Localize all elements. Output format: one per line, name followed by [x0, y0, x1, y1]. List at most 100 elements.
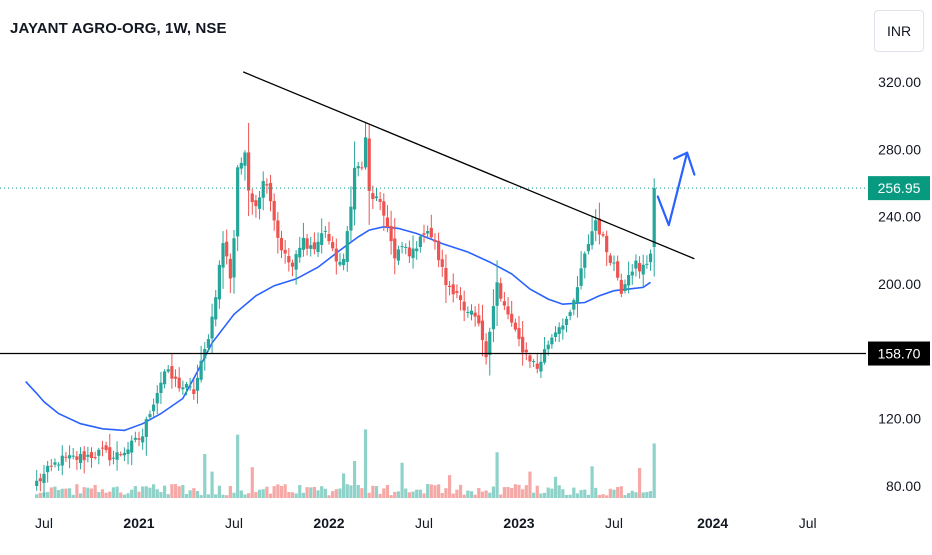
projection-arrow	[656, 151, 689, 227]
candle-body	[316, 241, 320, 252]
candle-body	[78, 453, 83, 464]
volume-bar	[119, 492, 123, 498]
candle-body	[480, 320, 485, 341]
currency-button[interactable]: INR	[874, 10, 924, 52]
candle-body	[426, 231, 430, 234]
volume-bar	[451, 493, 455, 498]
volume-bar	[648, 491, 653, 498]
candle-body	[250, 193, 254, 203]
price-axis: 80.00120.00160.00200.00240.00280.00320.0…	[866, 0, 932, 550]
volume-bar	[276, 484, 280, 498]
trend-line	[242, 71, 695, 260]
volume-bar	[206, 494, 211, 498]
volume-bars	[35, 429, 656, 498]
volume-bar	[440, 493, 444, 498]
volume-bar	[429, 484, 433, 498]
volume-bar	[57, 490, 61, 498]
volume-bar	[331, 491, 335, 498]
volume-bar	[199, 495, 203, 498]
volume-bar	[535, 485, 539, 498]
candle-body	[276, 220, 280, 238]
candle-body	[38, 478, 42, 482]
volume-bar	[513, 484, 517, 498]
volume-bar	[528, 471, 532, 498]
candle-body	[374, 196, 379, 199]
volume-bar	[616, 486, 620, 498]
candle-body	[104, 445, 108, 450]
price-tick-label: 120.00	[878, 411, 921, 427]
candle-body	[590, 231, 594, 246]
volume-bar	[619, 486, 623, 498]
candle-body	[122, 452, 126, 456]
candle-body	[162, 371, 167, 385]
candle-body	[352, 167, 357, 210]
volume-bar	[532, 492, 536, 498]
candle-body	[60, 455, 64, 466]
volume-bar	[162, 485, 167, 498]
candle-body	[188, 386, 192, 388]
volume-bar	[320, 486, 324, 498]
candle-body	[64, 456, 68, 458]
candle-body	[345, 231, 349, 262]
price-tick-label: 240.00	[878, 209, 921, 225]
time-tick-label: 2021	[123, 515, 154, 531]
candle-body	[301, 237, 306, 250]
volume-bar	[491, 486, 496, 498]
volume-bar	[279, 485, 284, 498]
volume-bar	[247, 493, 251, 498]
volume-bar	[342, 473, 346, 498]
candle-body	[42, 473, 46, 483]
candle-body	[477, 315, 481, 324]
volume-bar	[60, 488, 64, 498]
candle-body	[254, 200, 258, 207]
volume-bar	[236, 434, 240, 498]
candle-body	[393, 238, 397, 259]
volume-bar	[38, 492, 42, 498]
candle-body	[550, 337, 554, 345]
candle-body	[517, 328, 521, 340]
candle-body	[437, 240, 441, 261]
candle-body	[247, 152, 251, 191]
candle-body	[243, 152, 247, 166]
candle-body	[524, 349, 528, 353]
candle-body	[221, 243, 225, 268]
volume-bar	[228, 485, 232, 498]
volume-bar	[100, 489, 105, 498]
candle-body	[93, 457, 97, 459]
candle-body	[170, 366, 174, 379]
volume-bar	[192, 488, 196, 498]
volume-bar	[462, 494, 466, 498]
time-tick-label: Jul	[35, 515, 53, 531]
candle-body	[612, 262, 616, 264]
volume-bar	[524, 485, 528, 498]
volume-bar	[49, 487, 53, 498]
candle-body	[155, 393, 159, 404]
candle-body	[49, 465, 53, 467]
volume-bar	[111, 487, 116, 498]
price-axis-background	[866, 0, 932, 550]
volume-bar	[177, 486, 181, 498]
candle-body	[159, 382, 163, 394]
candle-body	[447, 285, 452, 288]
volume-bar	[550, 488, 554, 498]
price-tick-label: 80.00	[886, 478, 921, 494]
volume-bar	[287, 492, 291, 498]
volume-bar	[250, 467, 254, 498]
candle-body	[385, 217, 390, 228]
volume-bar	[517, 484, 521, 498]
volume-bar	[437, 484, 441, 498]
candle-body	[181, 387, 185, 390]
time-tick-label: 2022	[313, 515, 344, 531]
candle-body	[214, 297, 218, 320]
candle-body	[513, 322, 517, 330]
volume-bar	[97, 492, 101, 498]
candle-body	[400, 246, 404, 248]
volume-bar	[542, 492, 547, 498]
volume-bar	[422, 493, 426, 498]
volume-bar	[553, 476, 558, 498]
candle-body	[415, 248, 419, 252]
candle-body	[594, 220, 598, 231]
volume-bar	[477, 488, 481, 498]
